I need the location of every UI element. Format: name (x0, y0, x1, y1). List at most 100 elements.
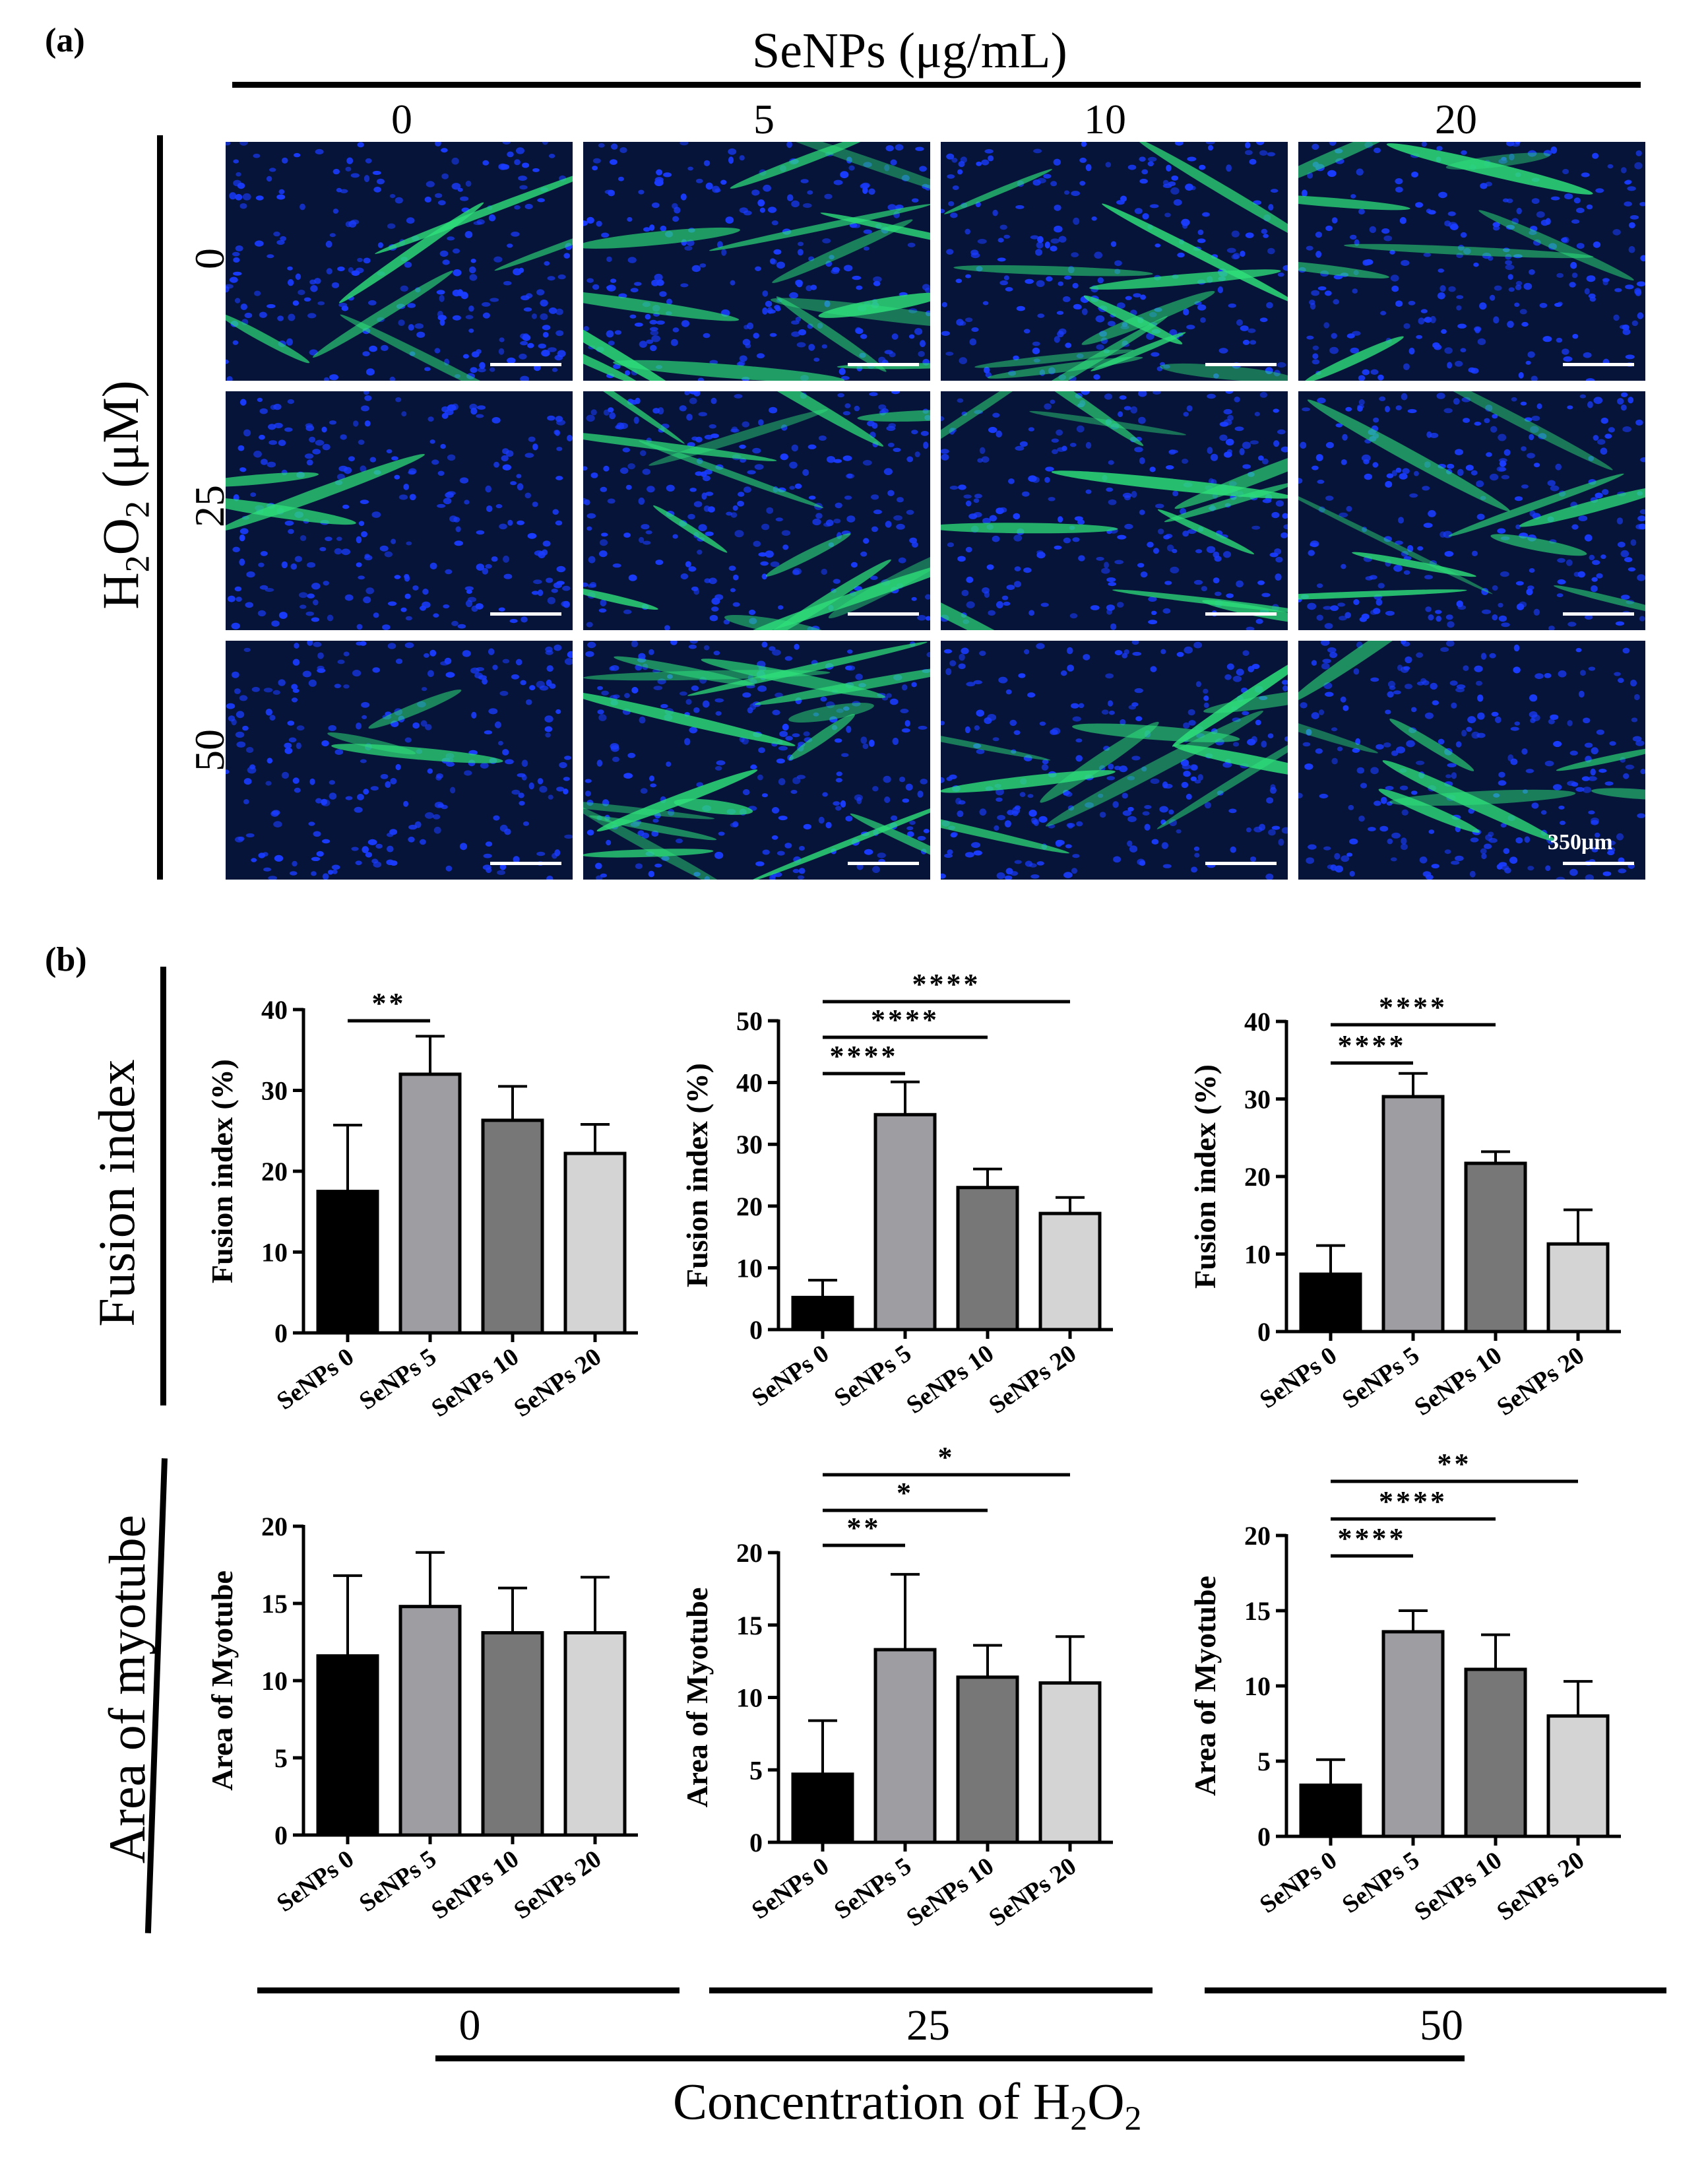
y-tick-label: 50 (736, 1006, 763, 1036)
bar-senps-10 (481, 1118, 544, 1335)
scale-bar (490, 612, 561, 616)
y-tick-label: 20 (1244, 1162, 1271, 1192)
y-tick-label: 30 (1244, 1085, 1271, 1114)
x-tick-label: SeNPs 20 (984, 1852, 1081, 1932)
scale-bar (1563, 612, 1634, 616)
x-tick-label: SeNPs 0 (272, 1845, 359, 1918)
x-axis-title: Concentration of H2O2 (673, 2073, 1142, 2138)
y-tick-label: 0 (749, 1315, 763, 1345)
y-tick-label: 10 (736, 1253, 763, 1283)
group-rule-25 (709, 1987, 1153, 1993)
micrograph-tile (1298, 641, 1645, 880)
bar-senps-0 (316, 1190, 379, 1335)
group-label-50: 50 (1420, 2001, 1463, 2049)
y-tick-label: 20 (261, 1512, 288, 1541)
bar-senps-0 (1299, 1783, 1362, 1838)
bar-senps-20 (1038, 1211, 1102, 1332)
bar-senps-10 (1464, 1667, 1527, 1838)
senps-title: SeNPs (μg/mL) (752, 23, 1067, 79)
column-label-5: 5 (753, 96, 775, 143)
x-tick-label: SeNPs 0 (1255, 1341, 1342, 1414)
y-tick-label: 40 (1244, 1007, 1271, 1037)
x-tick-label: SeNPs 20 (1492, 1846, 1589, 1926)
x-tick-label: SeNPs 5 (1337, 1341, 1424, 1414)
scale-bar (1563, 862, 1634, 865)
y-axis-label: Area of Myotube (680, 1588, 714, 1808)
micrograph-tile (226, 641, 573, 880)
y-tick-label: 20 (261, 1157, 288, 1186)
x-tick-label: SeNPs 10 (426, 1343, 524, 1423)
y-tick-label: 10 (1244, 1240, 1271, 1270)
y-tick-label: 10 (261, 1238, 288, 1268)
significance-label: **** (1379, 1485, 1447, 1518)
micrograph-grid-svg (226, 142, 1645, 880)
x-tick-label: SeNPs 10 (901, 1852, 999, 1932)
y-tick-label: 0 (1257, 1317, 1271, 1347)
scale-bar (1205, 363, 1277, 366)
y-axis-label: Fusion index (%) (1188, 1064, 1222, 1289)
bar-senps-0 (791, 1772, 854, 1844)
x-tick-label: SeNPs 20 (1492, 1341, 1589, 1421)
significance-label: **** (1379, 991, 1447, 1023)
bar-senps-20 (1038, 1681, 1102, 1844)
micrograph-tile (941, 142, 1288, 381)
scale-bar (1563, 363, 1634, 366)
area-of-myotube-row-title: Area of myotube (98, 1514, 156, 1864)
panel-a-label: (a) (45, 22, 85, 59)
significance-label: **** (830, 1040, 899, 1072)
y-axis-label: Area of Myotube (205, 1570, 239, 1791)
significance-label: ** (1438, 1448, 1472, 1480)
y-tick-label: 20 (1244, 1521, 1271, 1551)
x-tick-label: SeNPs 10 (426, 1845, 524, 1925)
scale-bar (1205, 612, 1277, 616)
micrograph-tile (226, 391, 573, 630)
significance-label: * (938, 1441, 955, 1473)
bar-senps-10 (956, 1186, 1019, 1332)
micrograph-tile (941, 391, 1288, 630)
bar-senps-0 (316, 1654, 379, 1837)
y-tick-label: 5 (749, 1755, 763, 1785)
significance-label: ** (372, 987, 406, 1019)
x-tick-label: SeNPs 5 (829, 1339, 916, 1412)
y-tick-label: 40 (736, 1068, 763, 1098)
significance-label: **** (1338, 1522, 1407, 1555)
bar-senps-10 (481, 1630, 544, 1837)
bar-senps-5 (873, 1113, 937, 1332)
significance-label: **** (1338, 1029, 1407, 1062)
column-label-10: 10 (1084, 96, 1126, 143)
h2o2-title-rule (157, 135, 163, 880)
bar-senps-0 (791, 1295, 854, 1332)
y-tick-label: 0 (274, 1821, 288, 1850)
y-tick-label: 0 (749, 1828, 763, 1857)
x-tick-label: SeNPs 0 (747, 1339, 834, 1412)
y-tick-label: 10 (261, 1666, 288, 1696)
x-tick-label: SeNPs 20 (509, 1845, 606, 1925)
y-tick-label: 30 (736, 1130, 763, 1159)
scale-bar (490, 363, 561, 366)
bar-senps-20 (563, 1630, 627, 1837)
x-tick-label: SeNPs 0 (1255, 1846, 1342, 1919)
y-tick-label: 15 (261, 1589, 288, 1619)
column-label-20: 20 (1435, 96, 1477, 143)
bar-senps-10 (956, 1675, 1019, 1844)
micrograph-tile (226, 142, 573, 381)
scale-bar (848, 862, 919, 865)
y-tick-label: 5 (1257, 1747, 1271, 1776)
x-tick-label: SeNPs 10 (901, 1339, 999, 1419)
y-tick-label: 0 (274, 1318, 288, 1348)
micrograph-grid (226, 142, 1645, 880)
group-rule-0 (257, 1987, 680, 1993)
micrograph-tile (1298, 391, 1645, 630)
x-tick-label: SeNPs 10 (1409, 1846, 1507, 1926)
bar-senps-0 (1299, 1272, 1362, 1334)
bar-senps-20 (1546, 1242, 1610, 1334)
group-rule-50 (1205, 1987, 1666, 1993)
scale-bar (848, 612, 919, 616)
significance-label: ** (847, 1512, 881, 1544)
panel-b-label: (b) (45, 941, 87, 979)
y-tick-label: 40 (261, 995, 288, 1025)
